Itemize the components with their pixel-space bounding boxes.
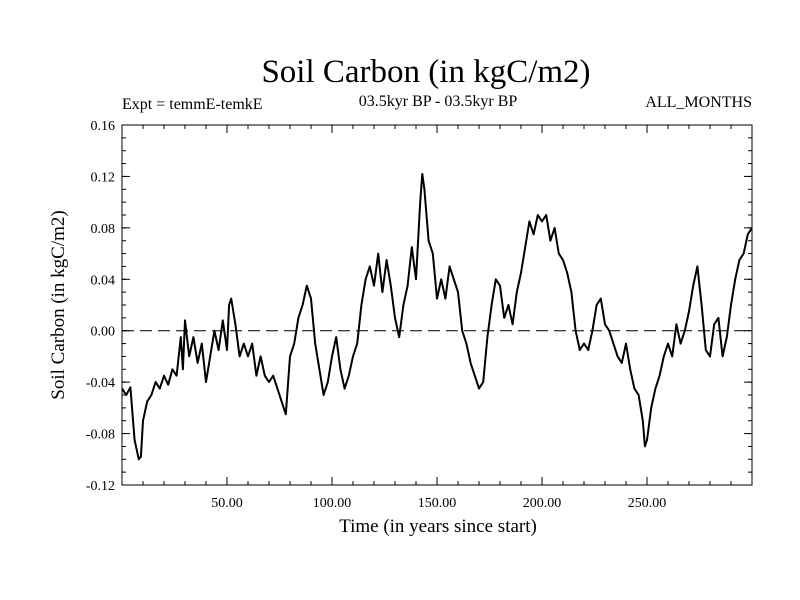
- months-label: ALL_MONTHS: [645, 94, 752, 111]
- x-tick-label: 150.00: [418, 496, 457, 511]
- x-axis-label: Time (in years since start): [339, 516, 537, 537]
- x-tick-label: 200.00: [523, 496, 562, 511]
- y-tick-label: 0.16: [91, 119, 116, 134]
- x-tick-label: 50.00: [211, 496, 243, 511]
- plot-frame: [121, 124, 753, 486]
- y-tick-label: -0.08: [86, 428, 115, 443]
- y-tick-label: -0.12: [86, 479, 115, 494]
- x-tick-label: 100.00: [313, 496, 352, 511]
- y-tick-label: -0.04: [86, 376, 115, 391]
- x-tick-label: 250.00: [628, 496, 667, 511]
- y-axis: 0.16 0.12 0.08 0.04 0.00 -0.04 -0.08 -0.12: [86, 119, 752, 494]
- period-subtitle: 03.5kyr BP - 03.5kyr BP: [359, 93, 518, 110]
- x-axis: 50.00 100.00 150.00 200.00 250.00: [142, 125, 732, 511]
- chart-title: Soil Carbon (in kgC/m2): [261, 54, 590, 90]
- soil-carbon-series-line: [121, 172, 753, 461]
- experiment-label: Expt = temmE-temkE: [122, 96, 263, 113]
- y-axis-label: Soil Carbon (in kgC/m2): [48, 210, 69, 399]
- y-tick-label: 0.00: [91, 325, 116, 340]
- y-tick-label: 0.08: [91, 222, 116, 237]
- y-tick-label: 0.04: [91, 273, 116, 288]
- y-tick-label: 0.12: [91, 170, 116, 185]
